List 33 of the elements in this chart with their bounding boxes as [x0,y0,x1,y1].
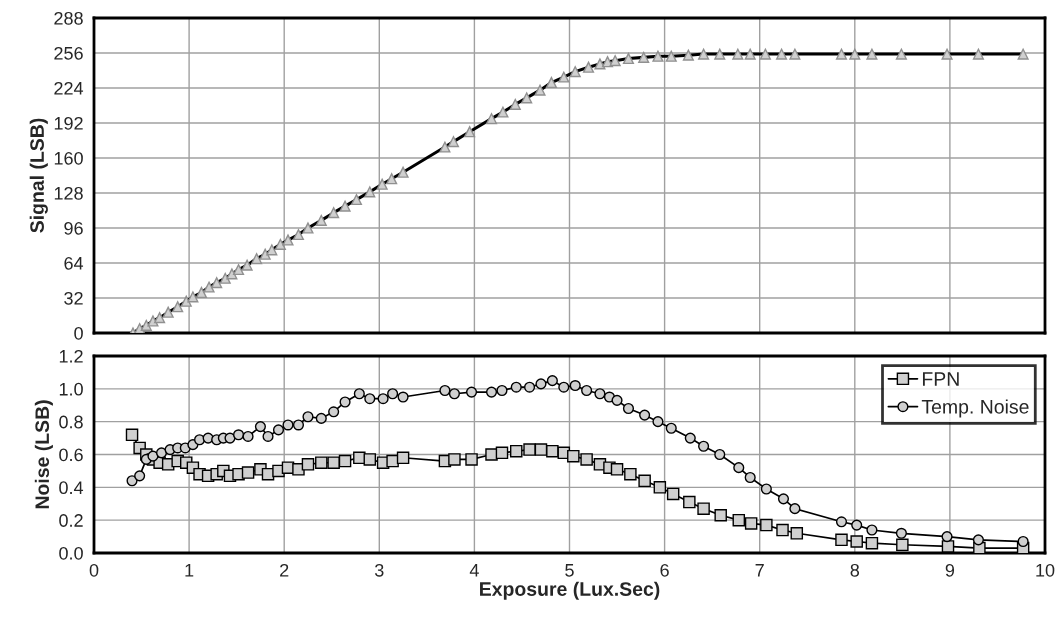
y-tick-label: 0.6 [59,448,83,462]
y-axis-title: Noise (LSB) [34,400,53,509]
y-tick-label: 32 [64,291,83,305]
y-axis-title: Signal (LSB) [29,118,48,233]
y-tick-label: 192 [54,116,83,130]
x-tick-label: 9 [945,563,955,577]
x-tick-label: 4 [469,564,479,577]
x-tick-label: 2 [280,563,289,577]
y-tick-label: 0.2 [59,514,83,527]
y-tick-label: 288 [54,11,83,25]
y-tick-label: 0.0 [59,546,83,560]
y-tick-label: 128 [54,186,83,200]
x-tick-label: 0 [89,563,99,577]
x-axis-title: Exposure (Lux.Sec) [480,581,660,600]
legend-label: Temp. Noise [921,399,1029,418]
y-tick-label: 96 [64,221,83,235]
y-tick-label: 224 [54,81,84,95]
x-tick-label: 7 [755,564,764,577]
legend-label: FPN [922,372,959,386]
y-tick-label: 0.4 [59,481,84,495]
y-tick-label: 0 [74,326,83,340]
y-tick-label: 1.2 [59,349,83,363]
y-tick-label: 256 [54,46,83,60]
x-tick-label: 1 [185,564,194,577]
x-tick-label: 5 [565,564,574,577]
x-tick-label: 8 [850,563,860,577]
y-tick-label: 1.0 [59,382,83,396]
x-tick-label: 10 [1036,563,1055,577]
x-tick-label: 3 [374,563,384,577]
y-tick-label: 64 [64,256,84,270]
x-tick-label: 6 [660,563,669,577]
y-tick-label: 0.8 [59,415,83,429]
y-tick-label: 160 [54,151,83,165]
